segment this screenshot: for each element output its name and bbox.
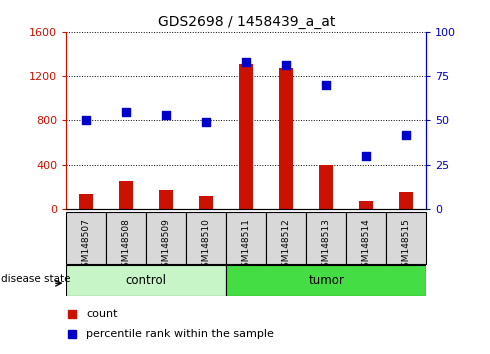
Bar [319,165,333,209]
Text: GSM148511: GSM148511 [242,218,251,273]
Text: percentile rank within the sample: percentile rank within the sample [86,329,274,339]
Text: disease state: disease state [1,274,71,284]
Bar [106,212,146,264]
Point [82,118,90,123]
Text: GSM148512: GSM148512 [282,218,291,273]
Bar [346,212,386,264]
Bar [239,64,253,209]
Point [162,112,170,118]
Bar [66,212,106,264]
Title: GDS2698 / 1458439_a_at: GDS2698 / 1458439_a_at [158,16,335,29]
Point [242,59,250,65]
Bar [306,212,346,264]
Bar [386,212,426,264]
Text: control: control [125,274,167,287]
Bar [226,212,266,264]
Text: GSM148515: GSM148515 [402,218,411,273]
Text: GSM148508: GSM148508 [122,218,131,273]
Bar [119,181,133,209]
Bar [186,212,226,264]
Text: GSM148509: GSM148509 [162,218,171,273]
Bar [79,194,93,209]
Bar [359,201,373,209]
Text: tumor: tumor [308,274,344,287]
Bar [226,265,426,296]
Bar [279,68,293,209]
Text: GSM148507: GSM148507 [82,218,91,273]
Bar [399,192,413,209]
Point [363,153,370,159]
Text: GSM148513: GSM148513 [322,218,331,273]
Bar [159,190,173,209]
Text: count: count [86,309,118,319]
Point [402,132,410,137]
Bar [66,265,226,296]
Point [202,119,210,125]
Text: GSM148514: GSM148514 [362,218,371,273]
Text: GSM148510: GSM148510 [202,218,211,273]
Bar [199,195,213,209]
Point [122,109,130,114]
Point [282,63,290,68]
Bar [266,212,306,264]
Bar [146,212,186,264]
Point [322,82,330,88]
